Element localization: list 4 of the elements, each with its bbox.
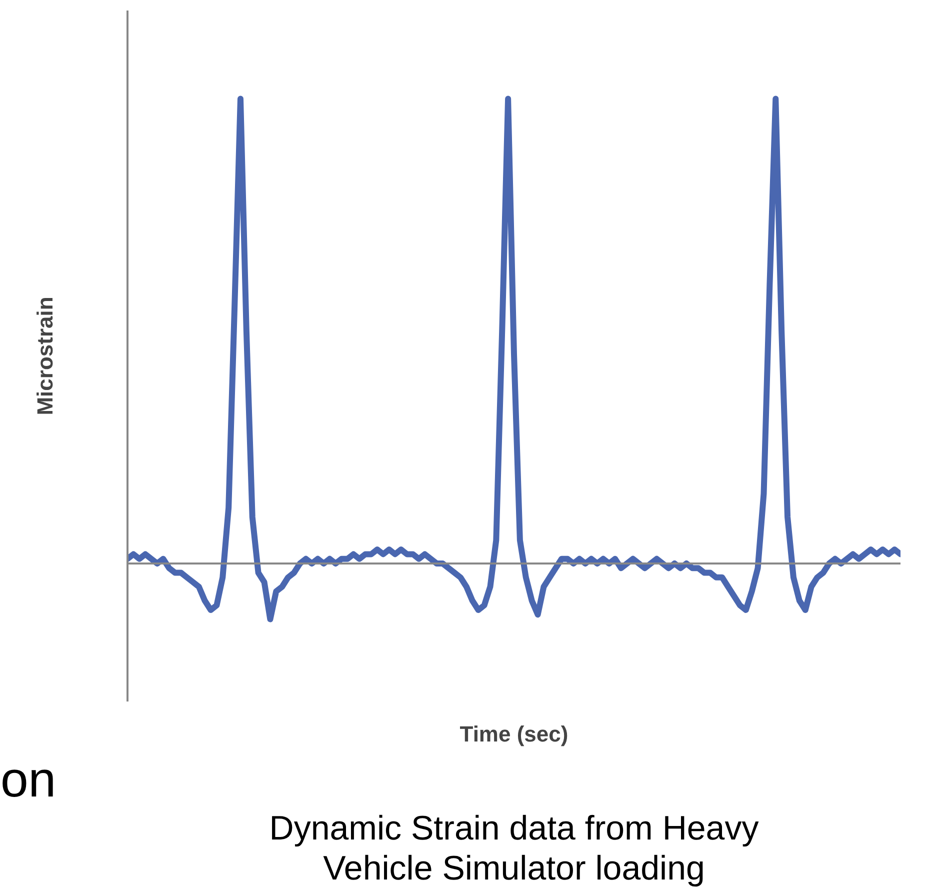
- text: on: [0, 752, 56, 808]
- y-axis-title: Microstrain: [32, 296, 58, 416]
- text: Dynamic Strain data from Heavy Vehicle Simulator loading: [269, 810, 759, 887]
- x-axis-title: Time (sec): [460, 722, 568, 746]
